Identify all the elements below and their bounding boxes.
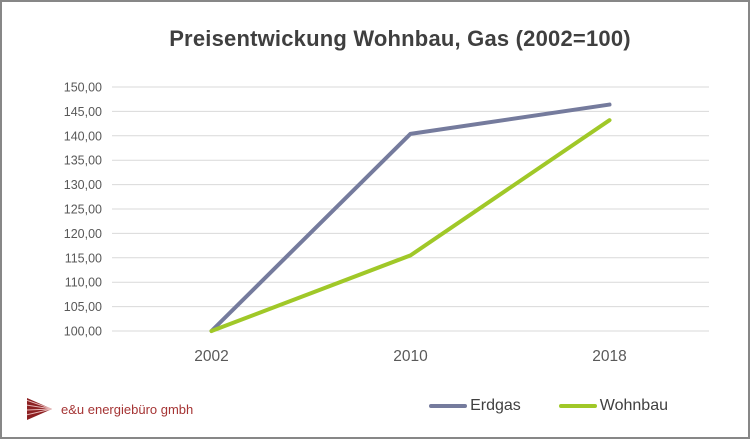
company-name: e&u energiebüro gmbh <box>61 401 194 417</box>
y-tick-label: 100,00 <box>64 325 102 339</box>
striped-arrow-right-icon <box>27 398 52 420</box>
x-tick-label: 2010 <box>393 348 428 365</box>
legend-item-erdgas: Erdgas <box>429 397 521 415</box>
y-tick-label: 125,00 <box>64 203 102 217</box>
series-line-erdgas <box>209 102 612 333</box>
y-tick-label: 140,00 <box>64 129 102 143</box>
series-line-wohnbau <box>209 118 612 333</box>
erdgas-line-swatch-icon <box>429 404 468 408</box>
y-tick-label: 105,00 <box>64 300 102 314</box>
y-tick-label: 135,00 <box>64 154 102 168</box>
y-tick-label: 145,00 <box>64 105 102 119</box>
y-tick-label: 130,00 <box>64 178 102 192</box>
y-tick-label: 120,00 <box>64 227 102 241</box>
y-tick-label: 115,00 <box>65 251 102 265</box>
x-tick-label: 2002 <box>194 348 228 365</box>
legend-label-erdgas: Erdgas <box>470 397 521 414</box>
chart-title: Preisentwickung Wohnbau, Gas (2002=100) <box>169 26 631 51</box>
wohnbau-line-swatch-icon <box>558 404 597 408</box>
legend-item-wohnbau: Wohnbau <box>558 397 668 415</box>
legend-label-wohnbau: Wohnbau <box>599 397 668 414</box>
x-tick-label: 2018 <box>592 348 626 365</box>
chart-legend: Erdgas Wohnbau <box>429 397 668 415</box>
company-logo: e&u energiebüro gmbh <box>26 397 193 421</box>
y-tick-label: 150,00 <box>64 81 102 95</box>
y-tick-label: 110,00 <box>65 276 102 290</box>
